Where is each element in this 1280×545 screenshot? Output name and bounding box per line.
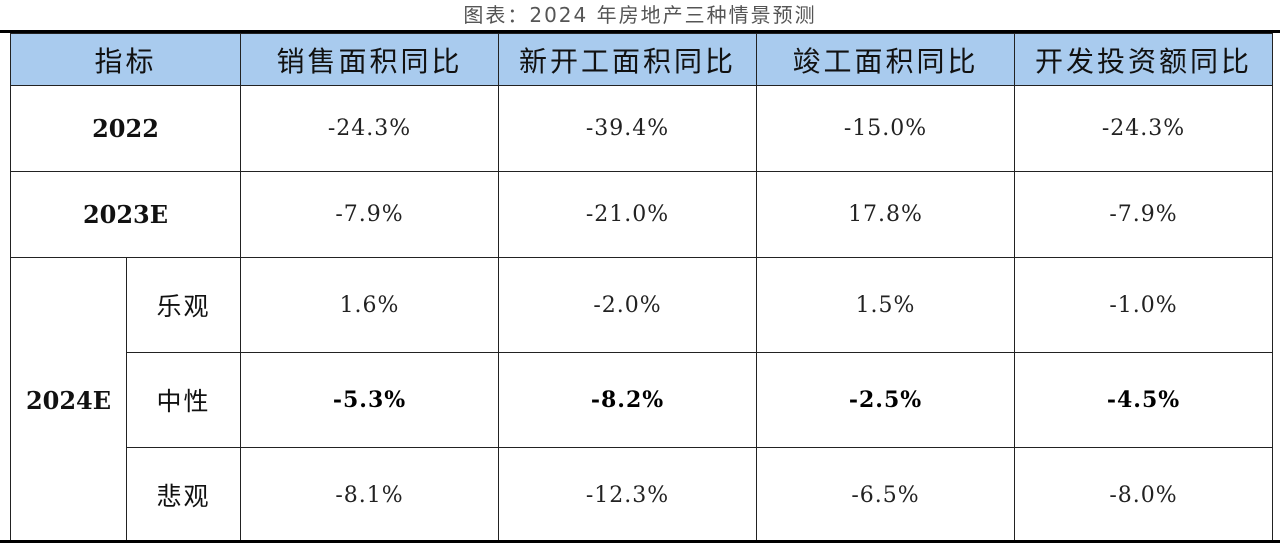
cell-investment: -1.0% [1014,257,1274,353]
top-rule [0,30,1280,33]
header-completions: 竣工面积同比 [756,33,1016,86]
row-year-2024e: 2024E [10,257,127,543]
cell-new-starts: -21.0% [498,171,758,258]
cell-sales-area: 1.6% [240,257,500,353]
cell-completions: -2.5% [756,352,1016,448]
cell-investment: -7.9% [1014,171,1274,258]
cell-new-starts: -39.4% [498,85,758,172]
table-row-neutral: 中性 -5.3% -8.2% -2.5% -4.5% [11,352,1274,448]
cell-investment: -8.0% [1014,447,1274,543]
header-row: 指标 销售面积同比 新开工面积同比 竣工面积同比 开发投资额同比 [9,33,1274,86]
cell-new-starts: -12.3% [498,447,758,543]
header-investment: 开发投资额同比 [1014,33,1274,86]
cell-sales-area: -7.9% [240,171,500,258]
bottom-rule [0,540,1280,543]
cell-completions: -6.5% [756,447,1016,543]
scenario-label: 乐观 [125,257,242,353]
row-year: 2022 [9,85,242,172]
cell-completions: 1.5% [756,257,1016,353]
table-caption: 图表：2024 年房地产三种情景预测 [463,3,817,27]
table-row-2022: 2022 -24.3% -39.4% -15.0% -24.3% [9,85,1274,172]
cell-sales-area: -8.1% [240,447,500,543]
header-indicator: 指标 [9,33,242,86]
row-year: 2023E [9,171,242,258]
cell-investment: -24.3% [1014,85,1274,172]
cell-completions: -15.0% [756,85,1016,172]
scenario-label: 悲观 [125,447,242,543]
forecast-table: 指标 销售面积同比 新开工面积同比 竣工面积同比 开发投资额同比 2022 -2… [9,33,1274,543]
cell-new-starts: -2.0% [498,257,758,353]
scenario-label: 中性 [125,352,242,448]
table-row-optimistic: 2024E 乐观 1.6% -2.0% 1.5% -1.0% [10,257,1274,543]
cell-sales-area: -5.3% [240,352,500,448]
table-row-pessimistic: 悲观 -8.1% -12.3% -6.5% -8.0% [11,447,1274,543]
cell-new-starts: -8.2% [498,352,758,448]
header-new-starts: 新开工面积同比 [498,33,758,86]
cell-completions: 17.8% [756,171,1016,258]
header-sales-area: 销售面积同比 [240,33,500,86]
cell-sales-area: -24.3% [240,85,500,172]
cell-investment: -4.5% [1014,352,1274,448]
table-row-2023e: 2023E -7.9% -21.0% 17.8% -7.9% [9,171,1274,258]
